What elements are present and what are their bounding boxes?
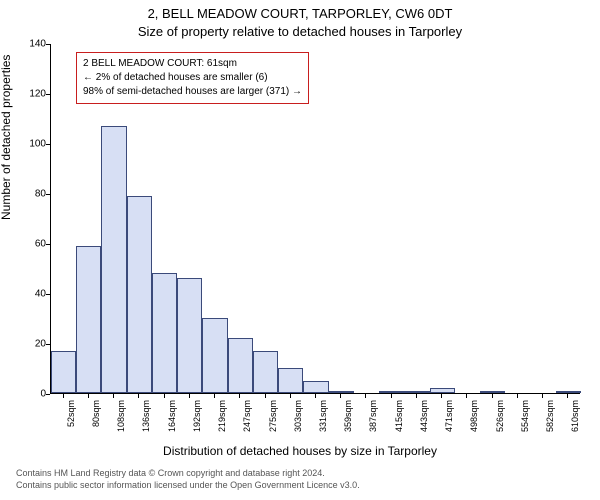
chart-container: 2, BELL MEADOW COURT, TARPORLEY, CW6 0DT… (0, 0, 600, 500)
chart-title-line2: Size of property relative to detached ho… (0, 24, 600, 39)
x-tick-label: 108sqm (116, 400, 126, 432)
y-tick-label: 0 (16, 389, 46, 400)
info-annotation-box: 2 BELL MEADOW COURT: 61sqm ← 2% of detac… (76, 52, 309, 104)
histogram-bar (480, 391, 505, 394)
histogram-bar (177, 278, 202, 393)
x-tick-mark (138, 394, 139, 398)
histogram-bar (379, 391, 404, 394)
infobox-line3: 98% of semi-detached houses are larger (… (83, 85, 302, 99)
histogram-bar (329, 391, 354, 394)
x-tick-label: 526sqm (495, 400, 505, 432)
x-tick-mark (567, 394, 568, 398)
x-tick-label: 80sqm (91, 400, 101, 427)
y-tick-label: 100 (16, 139, 46, 150)
footer-line1: Contains HM Land Registry data © Crown c… (16, 468, 584, 480)
x-tick-label: 164sqm (167, 400, 177, 432)
y-tick-label: 60 (16, 239, 46, 250)
x-tick-label: 219sqm (217, 400, 227, 432)
x-tick-mark (63, 394, 64, 398)
x-tick-label: 415sqm (394, 400, 404, 432)
x-tick-mark (88, 394, 89, 398)
histogram-bar (101, 126, 126, 394)
x-tick-mark (340, 394, 341, 398)
footer-attribution: Contains HM Land Registry data © Crown c… (0, 464, 600, 495)
x-tick-mark (164, 394, 165, 398)
x-tick-mark (416, 394, 417, 398)
y-tick-mark (46, 394, 50, 395)
x-tick-label: 275sqm (268, 400, 278, 432)
histogram-bar (152, 273, 177, 393)
x-tick-mark (517, 394, 518, 398)
y-tick-label: 20 (16, 339, 46, 350)
x-tick-mark (466, 394, 467, 398)
plot-area-wrapper: 020406080100120140 52sqm80sqm108sqm136sq… (50, 44, 580, 394)
x-tick-label: 498sqm (469, 400, 479, 432)
x-tick-mark (214, 394, 215, 398)
y-tick-mark (46, 194, 50, 195)
y-tick-label: 80 (16, 189, 46, 200)
histogram-bar (556, 391, 581, 394)
y-tick-label: 120 (16, 89, 46, 100)
x-tick-label: 610sqm (570, 400, 580, 432)
x-tick-label: 192sqm (192, 400, 202, 432)
x-axis-label: Distribution of detached houses by size … (0, 444, 600, 458)
y-tick-mark (46, 44, 50, 45)
x-tick-mark (290, 394, 291, 398)
x-tick-mark (391, 394, 392, 398)
histogram-bar (278, 368, 303, 393)
x-tick-label: 247sqm (242, 400, 252, 432)
x-tick-mark (492, 394, 493, 398)
x-tick-label: 52sqm (66, 400, 76, 427)
x-tick-label: 331sqm (318, 400, 328, 432)
histogram-bar (127, 196, 152, 394)
histogram-bar (202, 318, 227, 393)
x-tick-mark (239, 394, 240, 398)
y-tick-mark (46, 344, 50, 345)
histogram-bar (228, 338, 253, 393)
x-tick-label: 387sqm (368, 400, 378, 432)
histogram-bar (253, 351, 278, 394)
x-tick-mark (365, 394, 366, 398)
y-tick-mark (46, 94, 50, 95)
chart-title-line1: 2, BELL MEADOW COURT, TARPORLEY, CW6 0DT (0, 6, 600, 21)
y-axis-label: Number of detached properties (0, 55, 13, 220)
histogram-bar (76, 246, 101, 394)
histogram-bar (430, 388, 455, 393)
x-tick-label: 471sqm (444, 400, 454, 432)
x-tick-mark (542, 394, 543, 398)
x-tick-label: 359sqm (343, 400, 353, 432)
x-tick-label: 303sqm (293, 400, 303, 432)
y-tick-label: 140 (16, 39, 46, 50)
x-tick-label: 582sqm (545, 400, 555, 432)
x-tick-mark (315, 394, 316, 398)
x-tick-mark (113, 394, 114, 398)
footer-line2: Contains public sector information licen… (16, 480, 584, 492)
infobox-line2: ← 2% of detached houses are smaller (6) (83, 71, 302, 85)
infobox-line1: 2 BELL MEADOW COURT: 61sqm (83, 57, 302, 71)
x-tick-mark (189, 394, 190, 398)
histogram-bar (404, 391, 429, 394)
y-tick-label: 40 (16, 289, 46, 300)
x-tick-label: 443sqm (419, 400, 429, 432)
x-tick-label: 136sqm (141, 400, 151, 432)
histogram-bar (303, 381, 328, 394)
y-tick-mark (46, 144, 50, 145)
y-tick-mark (46, 244, 50, 245)
x-tick-mark (265, 394, 266, 398)
y-tick-mark (46, 294, 50, 295)
x-tick-mark (441, 394, 442, 398)
x-tick-label: 554sqm (520, 400, 530, 432)
histogram-bar (51, 351, 76, 394)
